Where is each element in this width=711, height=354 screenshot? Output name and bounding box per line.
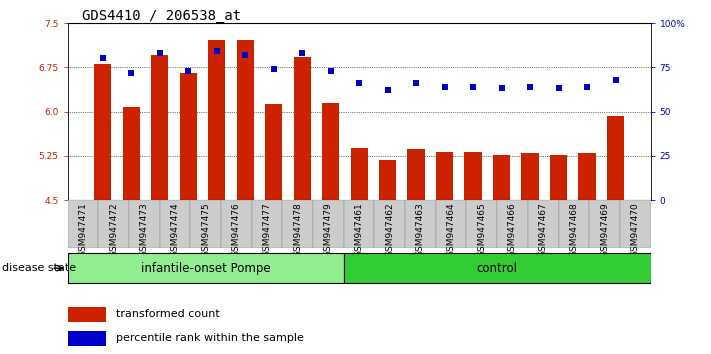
Point <box>582 84 593 90</box>
Bar <box>436 152 453 200</box>
Point <box>240 52 251 58</box>
Text: GSM947471: GSM947471 <box>78 202 87 257</box>
Point <box>268 66 279 72</box>
Text: infantile-onset Pompe: infantile-onset Pompe <box>141 262 270 275</box>
Bar <box>493 155 510 200</box>
Text: GDS4410 / 206538_at: GDS4410 / 206538_at <box>82 9 241 23</box>
Point <box>183 68 194 74</box>
Bar <box>589 200 620 248</box>
Bar <box>466 200 497 248</box>
Text: GSM947472: GSM947472 <box>109 202 118 257</box>
Bar <box>237 40 254 200</box>
Point <box>296 50 308 56</box>
Text: GSM947475: GSM947475 <box>201 202 210 257</box>
Bar <box>208 40 225 200</box>
Bar <box>94 64 111 200</box>
Bar <box>129 200 159 248</box>
Point <box>97 56 108 61</box>
Bar <box>405 200 436 248</box>
Text: GSM947463: GSM947463 <box>416 202 425 257</box>
Text: GSM947464: GSM947464 <box>447 202 456 257</box>
Text: transformed count: transformed count <box>115 309 219 319</box>
Bar <box>375 200 405 248</box>
Bar <box>579 153 596 200</box>
Point <box>410 80 422 86</box>
Bar <box>436 200 466 248</box>
Bar <box>521 153 538 200</box>
Bar <box>68 200 98 248</box>
Bar <box>180 73 197 200</box>
Bar <box>313 200 343 248</box>
Bar <box>252 200 282 248</box>
Bar <box>620 200 651 248</box>
Bar <box>191 200 221 248</box>
Point <box>553 86 565 91</box>
Bar <box>343 200 375 248</box>
Text: GSM947469: GSM947469 <box>600 202 609 257</box>
Text: GSM947466: GSM947466 <box>508 202 517 257</box>
Bar <box>559 200 589 248</box>
Text: control: control <box>476 262 518 275</box>
Text: GSM947467: GSM947467 <box>539 202 547 257</box>
Point <box>211 48 223 54</box>
Text: GSM947474: GSM947474 <box>171 202 179 257</box>
Bar <box>497 200 528 248</box>
Bar <box>343 253 651 283</box>
Bar <box>379 160 396 200</box>
Bar <box>464 152 481 200</box>
Bar <box>528 200 559 248</box>
Bar <box>322 103 339 200</box>
Bar <box>550 155 567 200</box>
Bar <box>68 200 651 248</box>
Text: GSM947476: GSM947476 <box>232 202 241 257</box>
Point <box>325 68 336 74</box>
Text: GSM947478: GSM947478 <box>293 202 302 257</box>
Text: GSM947477: GSM947477 <box>262 202 272 257</box>
Text: GSM947473: GSM947473 <box>140 202 149 257</box>
Bar <box>68 331 106 346</box>
Text: GSM947465: GSM947465 <box>477 202 486 257</box>
Bar <box>221 200 252 248</box>
Bar <box>151 56 168 200</box>
Point <box>154 50 165 56</box>
Bar <box>68 307 106 322</box>
Text: GSM947479: GSM947479 <box>324 202 333 257</box>
Bar <box>294 57 311 200</box>
Point <box>125 70 137 75</box>
Bar <box>159 200 191 248</box>
Bar <box>68 253 343 283</box>
Point <box>353 80 365 86</box>
Bar <box>98 200 129 248</box>
Bar <box>282 200 313 248</box>
Point <box>524 84 535 90</box>
Text: GSM947462: GSM947462 <box>385 202 394 257</box>
Text: GSM947461: GSM947461 <box>355 202 363 257</box>
Bar <box>407 149 424 200</box>
Point <box>467 84 479 90</box>
Bar <box>351 148 368 200</box>
Bar <box>265 104 282 200</box>
Point <box>382 87 393 93</box>
Point <box>439 84 450 90</box>
Text: GSM947468: GSM947468 <box>570 202 578 257</box>
Point <box>610 77 621 82</box>
Text: disease state: disease state <box>2 263 76 273</box>
Text: GSM947470: GSM947470 <box>631 202 640 257</box>
Point <box>496 86 507 91</box>
Text: percentile rank within the sample: percentile rank within the sample <box>115 333 304 343</box>
Bar <box>122 107 139 200</box>
Bar <box>607 116 624 200</box>
